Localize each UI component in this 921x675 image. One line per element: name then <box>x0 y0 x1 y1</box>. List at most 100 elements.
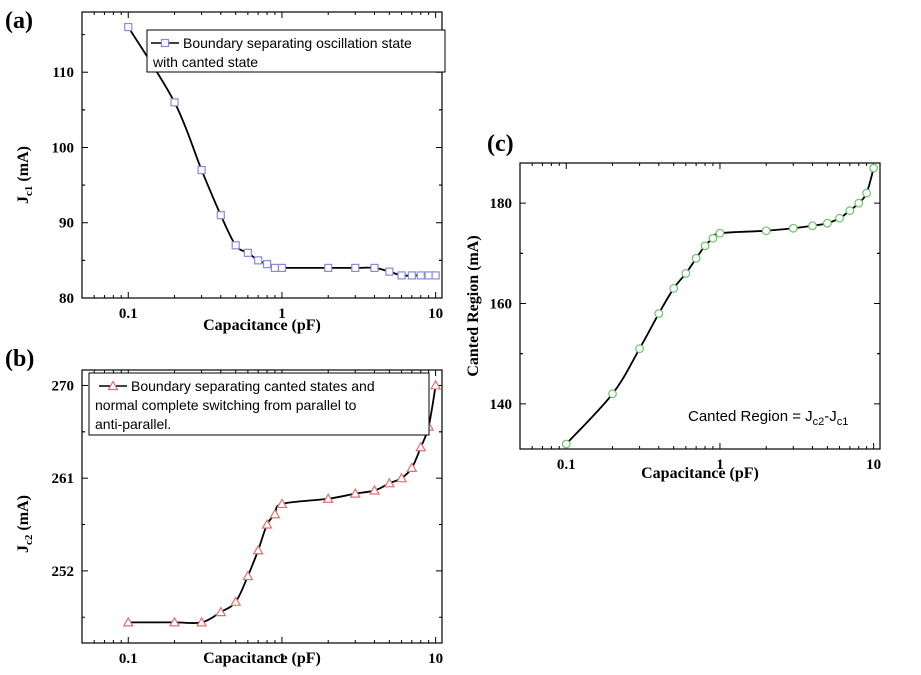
y-axis-title-main: Canted Region (mA) <box>465 235 482 376</box>
data-point <box>385 267 394 276</box>
data-point <box>230 596 242 606</box>
data-point <box>415 441 427 452</box>
data-point <box>407 271 416 280</box>
data-point <box>197 165 206 175</box>
legend-entry-text: anti-parallel. <box>95 416 171 432</box>
x-tick-label: 10 <box>428 306 443 322</box>
x-tick-label: 1 <box>278 651 286 667</box>
x-tick-label: 0.1 <box>557 457 576 473</box>
panel-label: (b) <box>5 346 34 372</box>
data-point <box>349 487 361 498</box>
x-tick-label: 1 <box>716 457 724 473</box>
y-axis-title-unit: (mA) <box>15 495 32 535</box>
data-point <box>835 213 844 223</box>
data-point <box>124 22 133 32</box>
data-point <box>252 544 264 555</box>
data-point <box>351 263 360 272</box>
data-point <box>170 98 179 107</box>
data-point <box>808 221 817 231</box>
data-point <box>424 271 433 280</box>
plot-frame <box>81 369 443 644</box>
data-point <box>368 484 381 495</box>
data-point <box>254 256 263 265</box>
y-tick-label: 270 <box>52 378 75 394</box>
y-tick-label: 110 <box>52 65 74 81</box>
data-point <box>406 462 418 472</box>
legend-marker <box>160 38 170 48</box>
y-tick-label: 100 <box>52 140 75 156</box>
legend-entry-text: Boundary separating canted states and <box>131 378 375 394</box>
data-point <box>822 218 832 228</box>
data-point <box>430 379 442 390</box>
data-point <box>431 271 440 280</box>
x-tick-label: 1 <box>278 306 286 322</box>
data-point <box>277 263 287 272</box>
data-point <box>700 241 710 251</box>
x-axis-title: Capacitance (pF) <box>203 650 321 667</box>
data-point <box>196 616 208 627</box>
x-tick-label: 0.1 <box>119 651 138 667</box>
chart-panel-c: (c) 0.1 1 10 140 160 180 Capacitance (pF) Canted… <box>465 131 881 482</box>
y-axis-title-subscript: c1 <box>23 186 35 196</box>
y-tick-label: 180 <box>490 196 513 212</box>
legend: Boundary separating oscillation state wit… <box>146 29 446 73</box>
series-curve <box>565 167 875 445</box>
data-point <box>761 226 771 236</box>
annotation-sub1: c2 <box>813 416 825 428</box>
x-axis-title: Capacitance (pF) <box>641 465 759 482</box>
data-point <box>370 263 379 272</box>
x-tick-label: 0.1 <box>119 306 138 322</box>
y-axis-title: Jc2 (mA) <box>15 495 35 553</box>
data-point <box>269 508 281 519</box>
data-point <box>169 616 181 627</box>
data-point <box>215 606 227 617</box>
data-point <box>324 263 333 272</box>
plot-frame <box>81 11 443 299</box>
data-point <box>276 498 288 509</box>
data-point <box>122 616 134 627</box>
data-point <box>383 477 395 488</box>
plot-frame <box>519 162 881 450</box>
y-axis-title: Canted Region (mA) <box>465 235 482 376</box>
panel-label: (a) <box>5 8 33 34</box>
x-tick-label: 10 <box>866 457 881 473</box>
data-point <box>608 389 617 399</box>
y-tick-label: 252 <box>52 564 75 580</box>
y-axis-title-subscript: c2 <box>23 534 35 545</box>
y-axis-title-main: J <box>15 196 32 204</box>
data-point <box>397 271 406 280</box>
data-point <box>691 253 701 263</box>
data-point <box>396 472 408 483</box>
y-tick-label: 261 <box>52 471 75 487</box>
data-point <box>243 248 252 257</box>
annotation-sub2: c1 <box>837 416 849 428</box>
y-tick-label: 160 <box>490 296 513 312</box>
data-point <box>715 228 725 238</box>
y-tick-label: 140 <box>490 397 513 413</box>
legend-entry-text: Boundary separating oscillation state <box>183 35 412 51</box>
chart-panel-b: (b) 0.1 1 10 252 261 270 Capacitance (pF) Jc2 (m… <box>5 346 443 667</box>
annotation-text: Canted Region = Jc2-Jc1 <box>688 408 848 428</box>
annotation-main: Canted Region = J <box>688 408 813 425</box>
y-tick-label: 80 <box>59 291 74 307</box>
data-point <box>561 439 571 449</box>
y-axis-title-unit: (mA) <box>15 146 32 186</box>
data-point <box>669 284 679 293</box>
y-axis-title-main: J <box>15 545 32 553</box>
legend-entry-text: with canted state <box>152 54 258 70</box>
data-point <box>231 241 240 250</box>
data-point <box>708 233 718 243</box>
legend-box <box>88 372 430 436</box>
data-point <box>654 309 664 318</box>
panel-label: (c) <box>487 131 514 157</box>
data-point <box>216 211 225 220</box>
y-tick-label: 90 <box>59 216 74 232</box>
legend: Boundary separating canted states and nor… <box>88 372 430 436</box>
data-point <box>788 223 798 233</box>
data-point <box>635 344 644 354</box>
data-point <box>854 198 864 208</box>
legend-marker <box>107 380 119 391</box>
x-tick-label: 10 <box>428 651 443 667</box>
annotation-mid: -J <box>824 408 837 425</box>
